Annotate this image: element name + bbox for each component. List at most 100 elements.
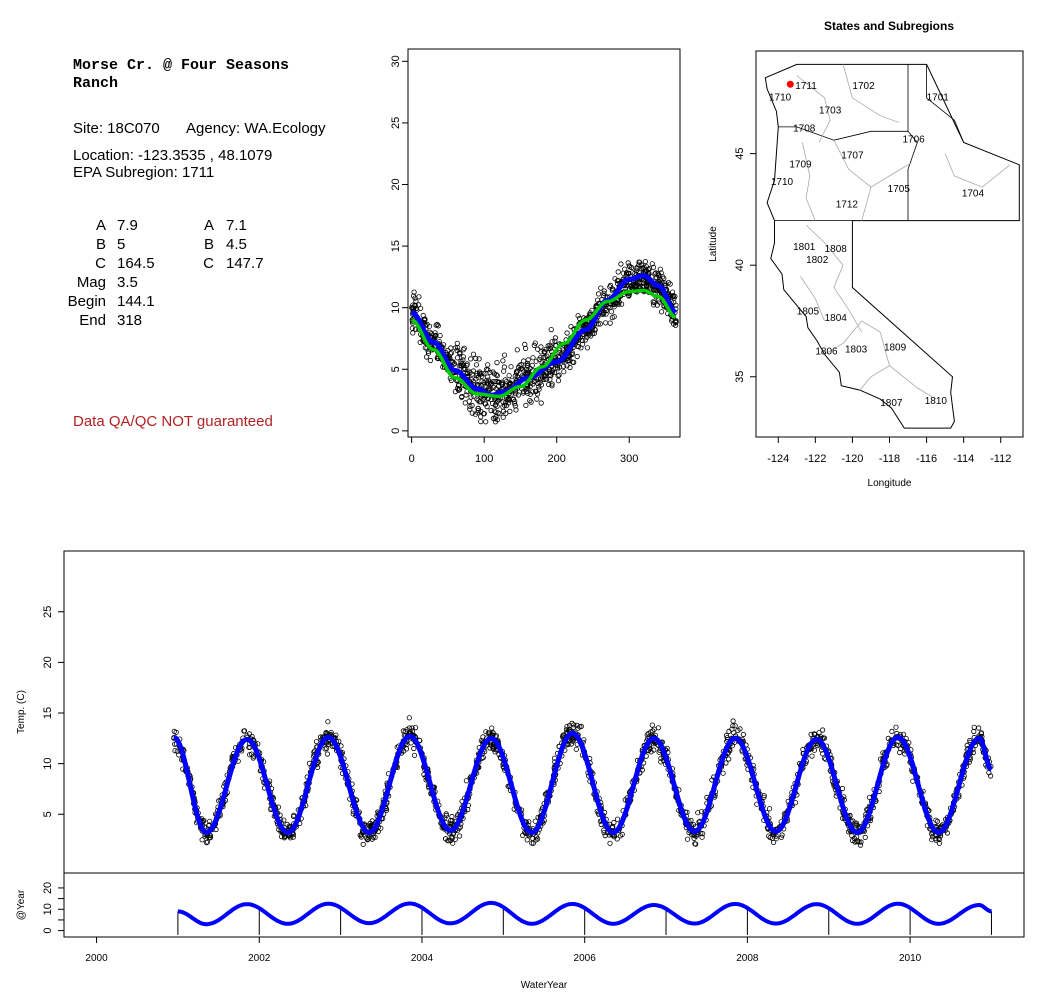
subregion-boundary bbox=[859, 365, 890, 391]
data-point bbox=[448, 834, 454, 840]
data-point bbox=[649, 722, 655, 728]
subregion-label: EPA Subregion: 1711 bbox=[73, 164, 215, 181]
data-point bbox=[575, 343, 582, 350]
data-point bbox=[857, 842, 864, 848]
data-point bbox=[655, 725, 662, 731]
y-tick-label: 20 bbox=[42, 882, 54, 894]
region-label: 1712 bbox=[836, 199, 859, 210]
data-point bbox=[862, 834, 868, 841]
param-value: 4.5 bbox=[226, 236, 247, 253]
subregion-boundary bbox=[842, 64, 899, 123]
data-point bbox=[548, 326, 554, 333]
data-point bbox=[640, 265, 646, 272]
data-point bbox=[778, 834, 785, 840]
data-point bbox=[485, 730, 491, 736]
data-point bbox=[204, 839, 210, 846]
data-point bbox=[492, 378, 498, 385]
data-point bbox=[607, 840, 613, 846]
data-point bbox=[811, 731, 817, 737]
data-point bbox=[513, 407, 519, 413]
subregion-boundary bbox=[802, 142, 816, 221]
x-tick-label: -118 bbox=[879, 453, 900, 465]
plot-frame bbox=[407, 48, 681, 438]
y-tick-label: 20 bbox=[390, 178, 402, 190]
data-point bbox=[564, 330, 570, 336]
region-label: 1702 bbox=[852, 81, 875, 92]
region-label: 1808 bbox=[825, 244, 848, 255]
data-point bbox=[448, 350, 455, 356]
data-point bbox=[492, 416, 498, 422]
x-tick-label: 100 bbox=[475, 453, 493, 465]
data-point bbox=[649, 261, 655, 267]
data-point bbox=[451, 361, 457, 367]
data-point bbox=[730, 723, 736, 729]
data-point bbox=[766, 806, 773, 812]
x-axis-label: Longitude bbox=[868, 478, 912, 489]
data-point bbox=[530, 389, 536, 395]
data-point bbox=[570, 359, 576, 365]
x-tick-label: 2010 bbox=[899, 953, 922, 964]
data-point bbox=[442, 836, 449, 842]
param-value: 3.5 bbox=[117, 274, 138, 291]
data-point bbox=[452, 836, 458, 842]
data-point bbox=[492, 419, 499, 425]
data-point bbox=[515, 392, 522, 398]
data-point bbox=[600, 311, 606, 318]
data-point bbox=[532, 818, 538, 824]
data-point bbox=[605, 304, 611, 310]
data-point bbox=[819, 727, 826, 733]
data-point bbox=[525, 385, 531, 392]
data-point bbox=[541, 348, 547, 355]
data-point bbox=[432, 330, 438, 336]
data-point bbox=[493, 409, 499, 415]
data-point bbox=[533, 358, 539, 364]
data-point bbox=[409, 725, 415, 731]
data-point bbox=[626, 270, 632, 276]
data-point bbox=[313, 738, 320, 745]
data-point bbox=[470, 351, 477, 357]
y-axis-label: @Year bbox=[16, 889, 27, 920]
data-point bbox=[416, 294, 422, 300]
data-point bbox=[522, 341, 528, 347]
data-point bbox=[545, 343, 551, 349]
data-point bbox=[460, 347, 466, 353]
x-tick-label: -120 bbox=[841, 453, 863, 465]
site-title-line2: Ranch bbox=[73, 75, 119, 92]
data-point bbox=[731, 730, 737, 736]
data-point bbox=[538, 344, 544, 350]
data-point bbox=[693, 833, 699, 839]
site-id-label: Site: 18C070 bbox=[73, 120, 160, 137]
data-point bbox=[542, 349, 548, 355]
data-point bbox=[695, 810, 701, 816]
data-point bbox=[595, 321, 601, 327]
y-tick-label: 45 bbox=[734, 148, 746, 160]
data-point bbox=[500, 358, 506, 364]
region-label: 1701 bbox=[927, 92, 950, 103]
data-point bbox=[602, 832, 608, 839]
data-point bbox=[449, 818, 455, 824]
data-point bbox=[900, 731, 907, 737]
data-point bbox=[609, 288, 616, 294]
data-point bbox=[523, 366, 530, 372]
data-point bbox=[474, 370, 480, 376]
x-tick-label: -114 bbox=[953, 453, 974, 465]
data-point bbox=[490, 369, 496, 375]
data-point bbox=[454, 340, 460, 346]
region-label: 1810 bbox=[925, 396, 948, 407]
data-point bbox=[494, 399, 500, 405]
y-tick-label: 0 bbox=[390, 428, 402, 434]
data-point bbox=[501, 368, 507, 374]
y-tick-label: 20 bbox=[42, 656, 54, 668]
data-point bbox=[971, 724, 977, 730]
region-label: 1710 bbox=[771, 177, 794, 188]
data-point bbox=[476, 356, 482, 362]
data-point bbox=[333, 732, 339, 738]
data-point bbox=[528, 399, 534, 405]
data-point bbox=[524, 837, 530, 843]
y-tick-label: 10 bbox=[42, 903, 54, 915]
data-point bbox=[475, 410, 481, 416]
data-point bbox=[608, 309, 615, 315]
y-axis-label: Temp. (C) bbox=[16, 690, 27, 734]
data-point bbox=[732, 723, 738, 729]
map-title: States and Subregions bbox=[824, 19, 954, 33]
